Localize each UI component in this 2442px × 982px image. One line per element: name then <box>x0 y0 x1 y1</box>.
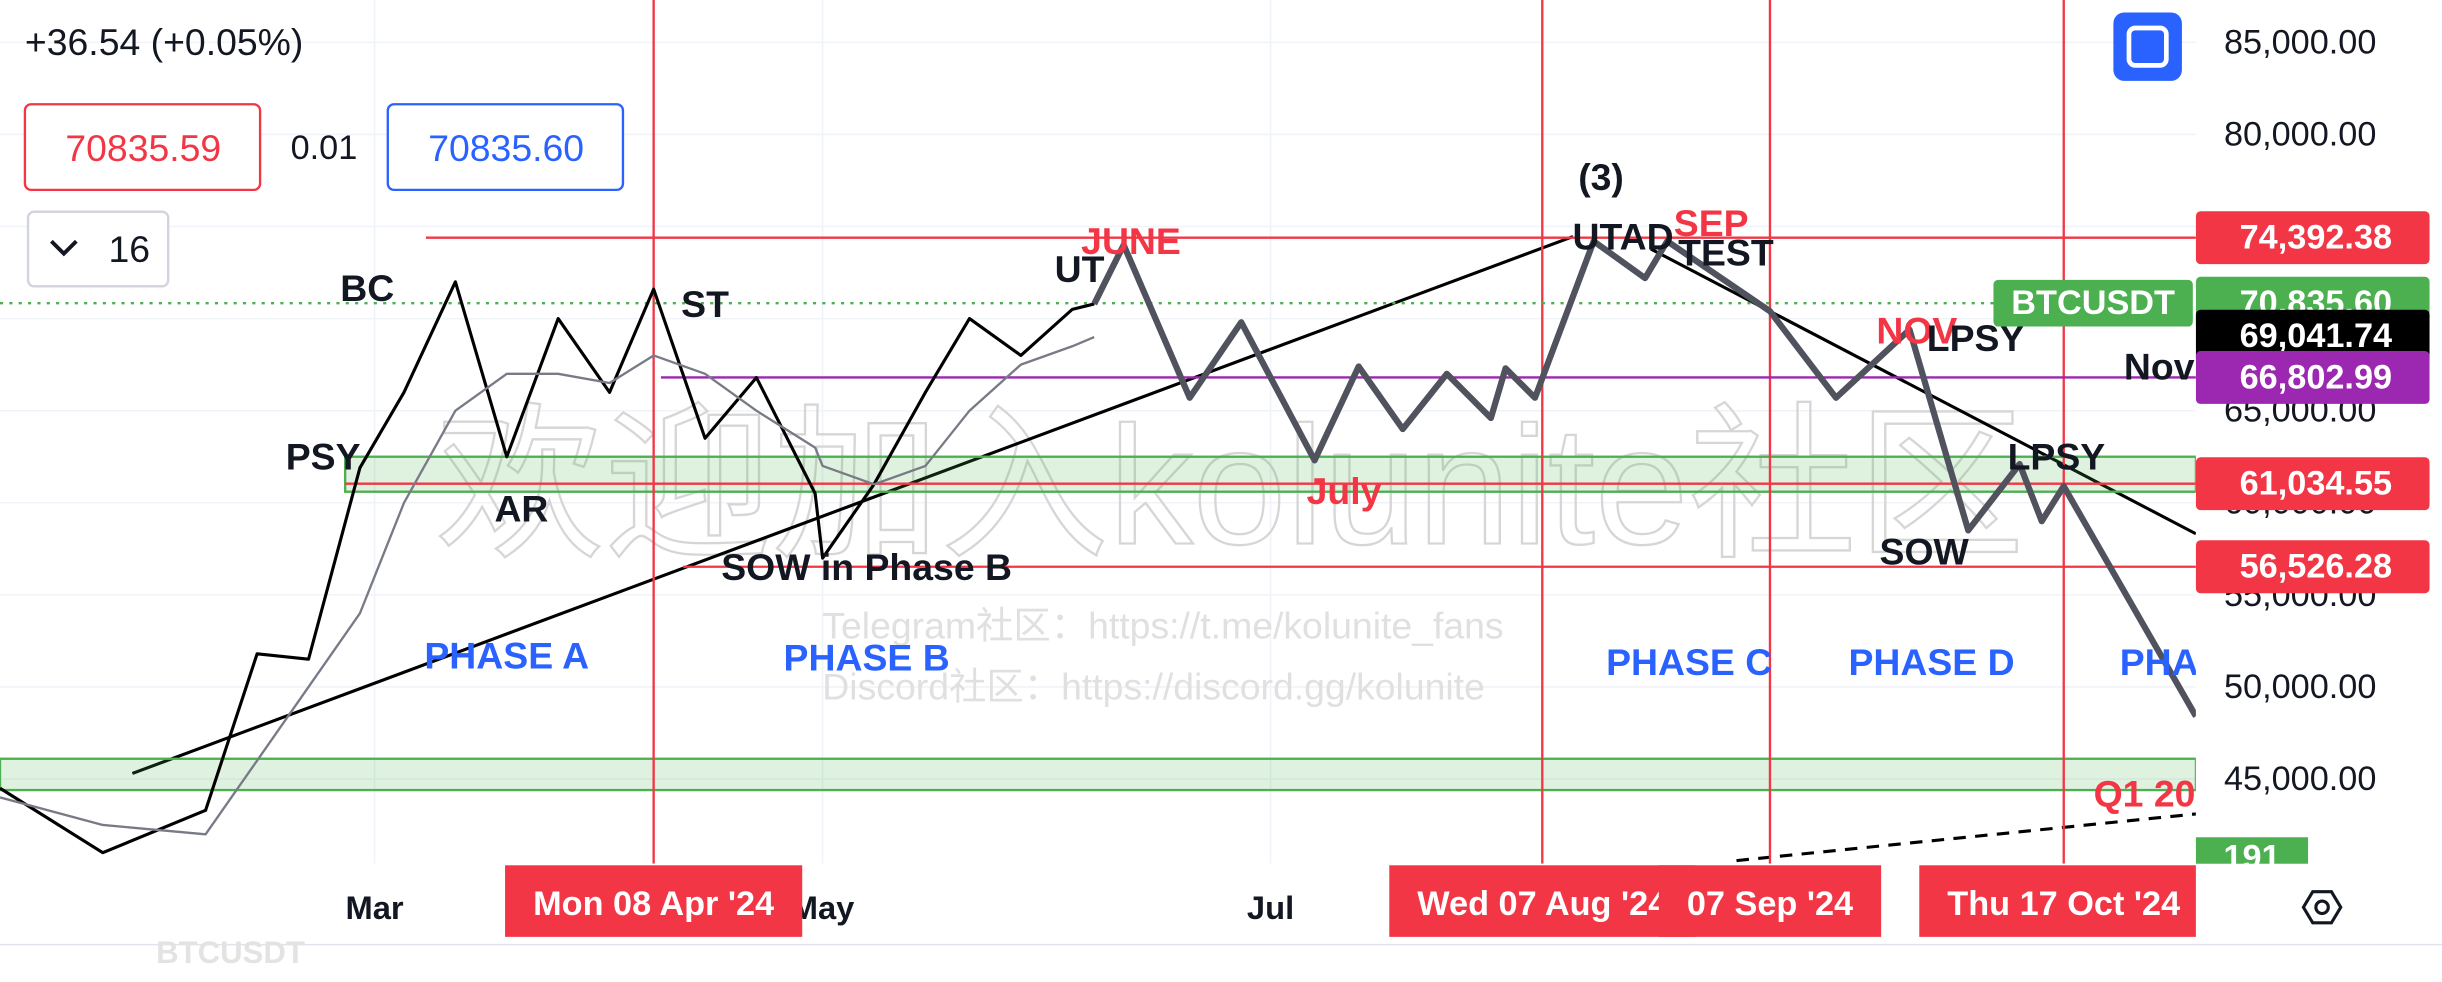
annotation: PHASE D <box>1848 641 2014 683</box>
price-tag-label: 61,034.55 <box>2240 465 2392 503</box>
annotation: PSY <box>286 436 361 478</box>
sell-button[interactable]: 70835.59 <box>23 103 262 192</box>
date-tag-label: Thu 17 Oct '24 <box>1947 885 2180 923</box>
x-tick-label: Jul <box>1247 889 1294 926</box>
annotation: Q1 20 <box>2094 773 2196 815</box>
date-tag <box>505 865 803 937</box>
plot-background-layer: 欢迎加入kolunite社区 Telegram社区：https://t.me/k… <box>0 0 2196 864</box>
annotation: PHA <box>2120 641 2199 683</box>
price-line <box>1091 238 2196 718</box>
y-tick-label: 85,000.00 <box>2224 23 2376 61</box>
date-tag-label: Wed 07 Aug '24 <box>1417 885 1667 923</box>
annotation: ST <box>681 283 729 325</box>
quantity-box <box>26 210 170 288</box>
x-tick-label: Mar <box>345 889 403 926</box>
price-tag-label: 56,526.28 <box>2240 548 2392 586</box>
symbol-tag <box>1993 279 2193 327</box>
volume-tag <box>2195 837 2309 864</box>
price-tag <box>2195 351 2430 404</box>
price-tag <box>2195 211 2430 265</box>
zone <box>344 455 2196 493</box>
plot-layer <box>0 0 2196 864</box>
price-tag-label: 69,041.74 <box>2240 317 2392 355</box>
price-tag <box>2195 309 2430 363</box>
quantity-button[interactable]: 16 <box>26 210 170 288</box>
watermark-telegram: Telegram社区：https://t.me/kolunite_fans <box>822 605 1503 647</box>
fullscreen-icon <box>2126 25 2169 68</box>
annotation: SOW <box>1880 531 1970 573</box>
symbol-watermark: BTCUSDT <box>156 935 305 970</box>
buy-box <box>386 103 625 192</box>
annotation: July <box>1307 470 1382 512</box>
volume-tag-label: 191 <box>2223 839 2280 877</box>
price-tag-label: 66,802.99 <box>2240 358 2392 396</box>
bid-price: 70835.59 <box>65 127 221 169</box>
buy-button[interactable]: 70835.60 <box>386 103 625 192</box>
price-change: +36.54 (+0.05%) <box>25 21 303 63</box>
settings-icon-dot <box>2314 899 2330 916</box>
annotation: Nov <box>2124 345 2195 387</box>
price-tags: 74,392.3870,835.60BTCUSDT69,041.7466,802… <box>1993 211 2430 877</box>
annotation: PHASE A <box>424 635 589 677</box>
annotation: AR <box>494 487 548 529</box>
trend-line <box>131 235 1574 775</box>
annotation: BC <box>340 267 394 309</box>
watermark-discord: Discord社区：https://discord.gg/kolunite <box>822 665 1485 707</box>
trend-line <box>1650 247 2196 536</box>
annotation: TEST <box>1678 231 1774 273</box>
annotation: SOW in Phase B <box>721 546 1012 588</box>
price-tag <box>2195 540 2430 594</box>
spread: 0.01 <box>291 129 358 167</box>
date-tag <box>1389 865 1696 937</box>
price-line <box>0 336 1095 836</box>
y-tick-label: 80,000.00 <box>2224 115 2376 153</box>
fullscreen-button[interactable] <box>2113 12 2182 81</box>
annotation: UTAD <box>1573 216 1674 258</box>
annotation: JUNE <box>1081 220 1181 262</box>
annotation: UT <box>1055 248 1105 290</box>
dashed-trend-line <box>1736 812 2196 863</box>
zone <box>0 757 2196 792</box>
annotation: (3) <box>1578 156 1624 198</box>
price-line <box>0 280 1095 855</box>
annotation: LPSY <box>2008 436 2106 478</box>
ask-price: 70835.60 <box>428 127 584 169</box>
date-tag-label: Mon 08 Apr '24 <box>533 885 774 923</box>
chevron <box>50 239 78 257</box>
date-tags: Mon 08 Apr '24 Wed 07 Aug '24 07 Sep '24 Th… <box>505 865 2196 937</box>
annotation: PHASE B <box>784 636 950 678</box>
settings-button[interactable] <box>2301 890 2343 925</box>
y-tick-label: 45,000.00 <box>2224 760 2376 798</box>
annotation: PHASE C <box>1606 641 1772 683</box>
settings-icon <box>2301 890 2343 925</box>
y-tick-label: 50,000.00 <box>2224 668 2376 706</box>
date-tag-label: 07 Sep '24 <box>1687 885 1853 923</box>
annotation: NOV <box>1876 310 1957 352</box>
symbol-tag-label: BTCUSDT <box>2011 284 2175 322</box>
price-tag-label: 74,392.38 <box>2240 219 2392 257</box>
sell-box <box>23 103 262 192</box>
price-tag <box>2195 457 2430 511</box>
date-tag <box>1658 865 1882 937</box>
annotation: SEP <box>1674 202 1749 244</box>
fullscreen-icon-bg <box>2113 12 2182 81</box>
date-tag <box>1919 865 2196 937</box>
quantity: 16 <box>108 228 150 270</box>
